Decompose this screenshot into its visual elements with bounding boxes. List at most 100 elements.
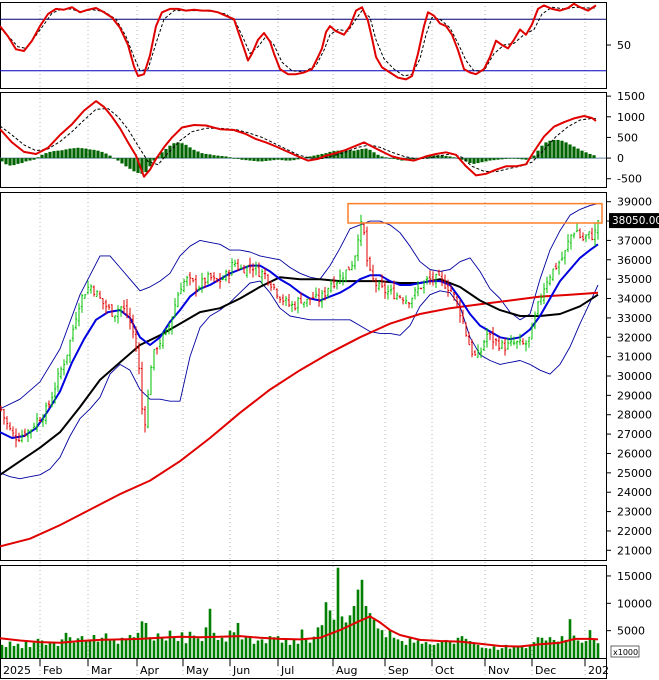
volume-bar [152, 640, 156, 658]
stochastic-panel: 50 [0, 2, 631, 81]
volume-bar [468, 641, 472, 658]
volume-bar [264, 643, 268, 658]
volume-tick-label: 5000 [617, 625, 645, 638]
macd-histogram-bar [164, 149, 168, 159]
volume-bar [216, 639, 220, 658]
macd-histogram-bar [388, 158, 392, 159]
macd-histogram-bar [436, 155, 440, 159]
volume-bar [180, 632, 184, 658]
macd-histogram-bar [204, 153, 208, 159]
volume-bar [356, 589, 360, 658]
macd-histogram-bar [216, 155, 220, 159]
volume-panel: 15000 10000 5000 x1000 [0, 567, 652, 658]
volume-bar [396, 639, 400, 658]
macd-histogram-bar [452, 157, 456, 159]
volume-bar [284, 638, 288, 658]
price-tick-label: 33000 [617, 312, 652, 325]
volume-bar [480, 647, 484, 658]
macd-histogram-bar [32, 158, 36, 160]
macd-histogram-bar [160, 152, 164, 159]
macd-histogram-bar [352, 150, 356, 159]
volume-bar [128, 635, 132, 658]
volume-bar [456, 637, 460, 658]
volume-bar [376, 628, 380, 658]
macd-histogram-bar [556, 139, 560, 159]
macd-histogram-bar [484, 158, 488, 162]
volume-bar [580, 642, 584, 658]
volume-bar [236, 622, 240, 658]
volume-axis: 15000 10000 5000 [606, 570, 652, 638]
macd-histogram-bar [424, 156, 428, 159]
macd-histogram-bar [0, 158, 4, 162]
volume-bar [584, 641, 588, 658]
month-label: Mar [91, 664, 112, 677]
volume-bar [228, 630, 232, 658]
volume-bar [384, 637, 388, 658]
macd-histogram-bar [472, 158, 476, 164]
volume-bar [344, 622, 348, 658]
last-price-badge: 38050.00 [609, 213, 659, 229]
macd-histogram-bar [184, 144, 188, 159]
volume-bar [476, 644, 480, 658]
month-label: Sep [388, 664, 409, 677]
macd-histogram-bar [376, 154, 380, 159]
volume-bars [0, 567, 600, 658]
volume-bar [120, 637, 124, 658]
volume-bar [300, 629, 304, 658]
macd-histogram-bar [172, 143, 176, 159]
highlight-zone [347, 202, 603, 224]
macd-histogram-bar [60, 150, 64, 159]
price-tick-label: 39000 [617, 196, 652, 209]
macd-histogram-bar [176, 142, 180, 159]
macd-histogram-bar [296, 158, 300, 160]
volume-tick-label: 15000 [617, 570, 652, 583]
volume-bar [112, 639, 116, 658]
volume-bar [588, 630, 592, 658]
volume-bar [316, 627, 320, 658]
volume-bar [332, 619, 336, 658]
macd-histogram-bar [288, 158, 292, 161]
volume-bar [292, 638, 296, 658]
macd-histogram-bar [292, 158, 296, 161]
volume-moving-average [0, 615, 599, 648]
volume-bar [312, 636, 316, 658]
volume-bar [28, 647, 32, 658]
macd-histogram-bar [252, 158, 256, 161]
macd-histogram-bar [592, 155, 596, 159]
volume-bar [212, 632, 216, 658]
macd-histogram-bar [120, 158, 124, 164]
macd-tick-label: 0 [617, 152, 624, 165]
volume-bar [572, 635, 576, 658]
volume-bar [424, 642, 428, 658]
volume-bar [132, 637, 136, 658]
month-label: 2025 [3, 664, 31, 677]
macd-histogram-bar [544, 142, 548, 159]
volume-bar [80, 636, 84, 658]
month-label: Nov [488, 664, 510, 677]
volume-bar [416, 640, 420, 658]
macd-histogram-bar [272, 158, 276, 161]
macd-histogram-bar [348, 150, 352, 159]
macd-histogram-bar [116, 158, 120, 161]
macd-histogram-bar [464, 158, 468, 162]
macd-histogram-bar [500, 158, 504, 160]
last-price-label: 38050.00 [612, 215, 659, 227]
volume-bar [340, 616, 344, 658]
macd-histogram-bar [4, 158, 8, 165]
volume-ma-line [0, 615, 599, 648]
price-candles [0, 214, 600, 448]
macd-lines [0, 100, 597, 178]
volume-bar [148, 637, 152, 658]
moving-average-long [0, 291, 599, 548]
volume-bar [352, 606, 356, 658]
macd-histogram-bar [52, 151, 56, 159]
price-tick-label: 29000 [617, 389, 652, 402]
macd-histogram-bar [128, 158, 132, 169]
volume-bar [472, 643, 476, 658]
volume-bar [280, 642, 284, 658]
volume-bar [436, 643, 440, 658]
volume-bar [500, 648, 504, 658]
volume-bar [520, 645, 524, 658]
volume-bar [76, 638, 80, 658]
volume-bar [32, 642, 36, 658]
